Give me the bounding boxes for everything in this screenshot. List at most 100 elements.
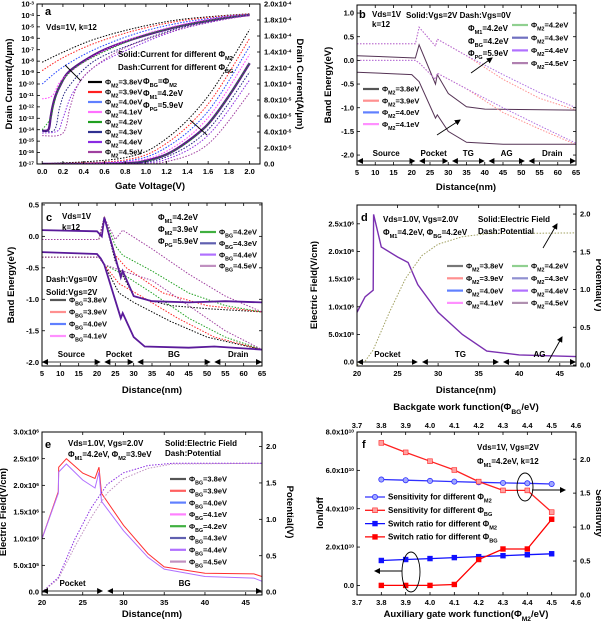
legend-entry: ΦM2=4.2eV: [512, 262, 568, 274]
y-tick-label: -2.0: [341, 151, 354, 160]
y-tick-label: 10-15: [19, 137, 35, 146]
x-tick-label: 50: [517, 168, 525, 177]
data-point: [500, 552, 506, 559]
legend-label: Sensitivity for different ΦBG: [388, 506, 492, 518]
ellipse-marker: [401, 551, 421, 593]
legend-label: Switch ratio for different ΦBG: [388, 533, 498, 545]
y-tick-label: 10-11: [19, 91, 34, 100]
x-tick-label: 50: [203, 369, 211, 378]
legend-label: ΦM2=3.9eV: [105, 88, 142, 100]
data-point: [548, 480, 555, 487]
y2-tick-label: 1.5: [266, 479, 276, 488]
region-label: AG: [501, 149, 513, 158]
x-tick-label: 0.2: [58, 167, 68, 176]
legend-label: ΦBG=3.8eV: [189, 475, 227, 487]
legend-entry: Switch ratio for different ΦBG: [365, 533, 498, 545]
series-line: [381, 553, 552, 562]
legend-label: ΦM2=4.2eV: [531, 21, 568, 33]
data-point: [402, 449, 409, 456]
data-point: [378, 476, 385, 483]
x-tick-label: 3.8: [376, 598, 386, 607]
legend-entry: ΦM2=4.2eV: [88, 118, 142, 130]
region-label: BG: [168, 350, 180, 359]
legend-entry: ΦM2=4.5eV: [512, 59, 568, 71]
data-point: [524, 480, 531, 487]
y-tick-label: -2.0: [26, 358, 39, 367]
legend-entry: ΦBG=4.3eV: [200, 239, 257, 251]
x-axis-label: Gate Voltage(V): [115, 181, 185, 192]
data-point: [402, 556, 409, 563]
y-tick-label: 10-9: [21, 68, 34, 77]
x2-tick-label: 4.3: [498, 421, 508, 430]
data-point: [451, 467, 458, 473]
x2-tick-label: 4.0: [425, 421, 435, 430]
annotation: ΦPG=5.9eV: [143, 101, 184, 113]
data-point: [451, 478, 458, 485]
y2-tick-label: 0.5: [580, 323, 590, 332]
panel-label: d: [361, 212, 368, 224]
x-axis-label: Distance(nm): [436, 182, 496, 193]
y-tick-label: 0.0: [344, 56, 354, 65]
y-tick-label: 0.0: [344, 581, 354, 590]
annotation: ΦBG=4.2eV: [468, 37, 509, 49]
legend-entry: ΦBG=4.4eV: [200, 250, 257, 262]
legend-entry: ΦBG=3.9eV: [170, 487, 227, 499]
legend-label: ΦBG=4.1eV: [189, 510, 227, 522]
x-tick-label: 65: [258, 369, 266, 378]
plot-area: [42, 457, 262, 593]
data-point: [475, 478, 482, 485]
region-label: AG: [534, 350, 546, 359]
series-line: [42, 216, 262, 313]
annotation: ΦM1=4.2eV, k=12: [477, 457, 539, 469]
y2-tick-label: 2.0: [580, 210, 590, 219]
y2-tick-label: 1.6x10-4: [264, 32, 292, 41]
legend-entry: ΦM2=4.0eV: [363, 108, 419, 120]
data-point: [524, 552, 531, 558]
x-tick-label: 4.6: [571, 598, 581, 607]
y-tick-label: 0.0: [29, 588, 39, 597]
legend-label: ΦBG=3.9eV: [189, 487, 227, 499]
x-tick-label: 10: [371, 168, 379, 177]
series-line: [42, 38, 251, 164]
y2-tick-label: 2.0x10-5: [264, 144, 292, 153]
chart-panel-a: 0.0 0.2 0.4 0.6 0.8 1.0 1.2 1.4 1.6 1.8 2.0 10-17 10…: [4, 0, 305, 192]
series-line: [41, 13, 250, 71]
legend-entry: ΦM2=3.8eV: [447, 262, 503, 274]
legend-label: ΦM2=4.1eV: [105, 108, 142, 120]
x-tick-label: 45: [184, 369, 192, 378]
y2-tick-label: 6.0x10-5: [264, 112, 292, 121]
x-tick-label: 4.4: [522, 598, 533, 607]
data-point: [451, 581, 458, 588]
x-tick-label: 30: [119, 598, 127, 607]
annotation: Solid:Current for different ΦM2: [118, 50, 233, 62]
legend-label: ΦM2=4.0eV: [466, 286, 503, 298]
legend-label: ΦM2=4.4eV: [531, 46, 568, 58]
y-tick-label: 10-10: [19, 80, 35, 89]
chart-panel-c: Source Pocket BG Drain 5 10 15 20 25 30 35 40 45 50 55…: [6, 200, 266, 396]
arrow-icon: [436, 119, 461, 136]
y2-tick-label: 2.0: [266, 442, 276, 451]
legend-label: ΦBG=4.4eV: [219, 250, 257, 262]
annotation: Solid:Electric Field: [165, 439, 237, 448]
legend-entry: ΦM2=3.9eV: [447, 274, 503, 286]
y2-tick-label: 0.0: [580, 591, 590, 600]
x-tick-label: 30: [444, 168, 452, 177]
x-tick-label: 1.0: [141, 167, 151, 176]
y-tick-label: 0.5: [29, 200, 39, 209]
data-point: [548, 516, 555, 522]
series-line: [42, 462, 262, 593]
legend-entry: ΦM2=4.1eV: [447, 299, 503, 311]
y-tick-label: 1.5x106: [328, 275, 354, 284]
x2-tick-label: 4.5: [546, 421, 556, 430]
legend-label: ΦM2=4.4eV: [531, 286, 568, 298]
arrow-icon: [547, 336, 563, 363]
plot-area: [41, 13, 251, 164]
legend-label: ΦM2=4.5eV: [105, 148, 142, 160]
legend-label: ΦM2=4.4eV: [105, 138, 142, 150]
chart-panel-e: Pocket BG 20 25 30 35 40 45 0.0 5.0x105 1.0x106 1.5…: [0, 428, 295, 620]
x-tick-label: 0.4: [78, 167, 89, 176]
plot-frame: [356, 431, 577, 596]
x-tick-label: 40: [166, 369, 174, 378]
x-tick-label: 5: [40, 369, 44, 378]
